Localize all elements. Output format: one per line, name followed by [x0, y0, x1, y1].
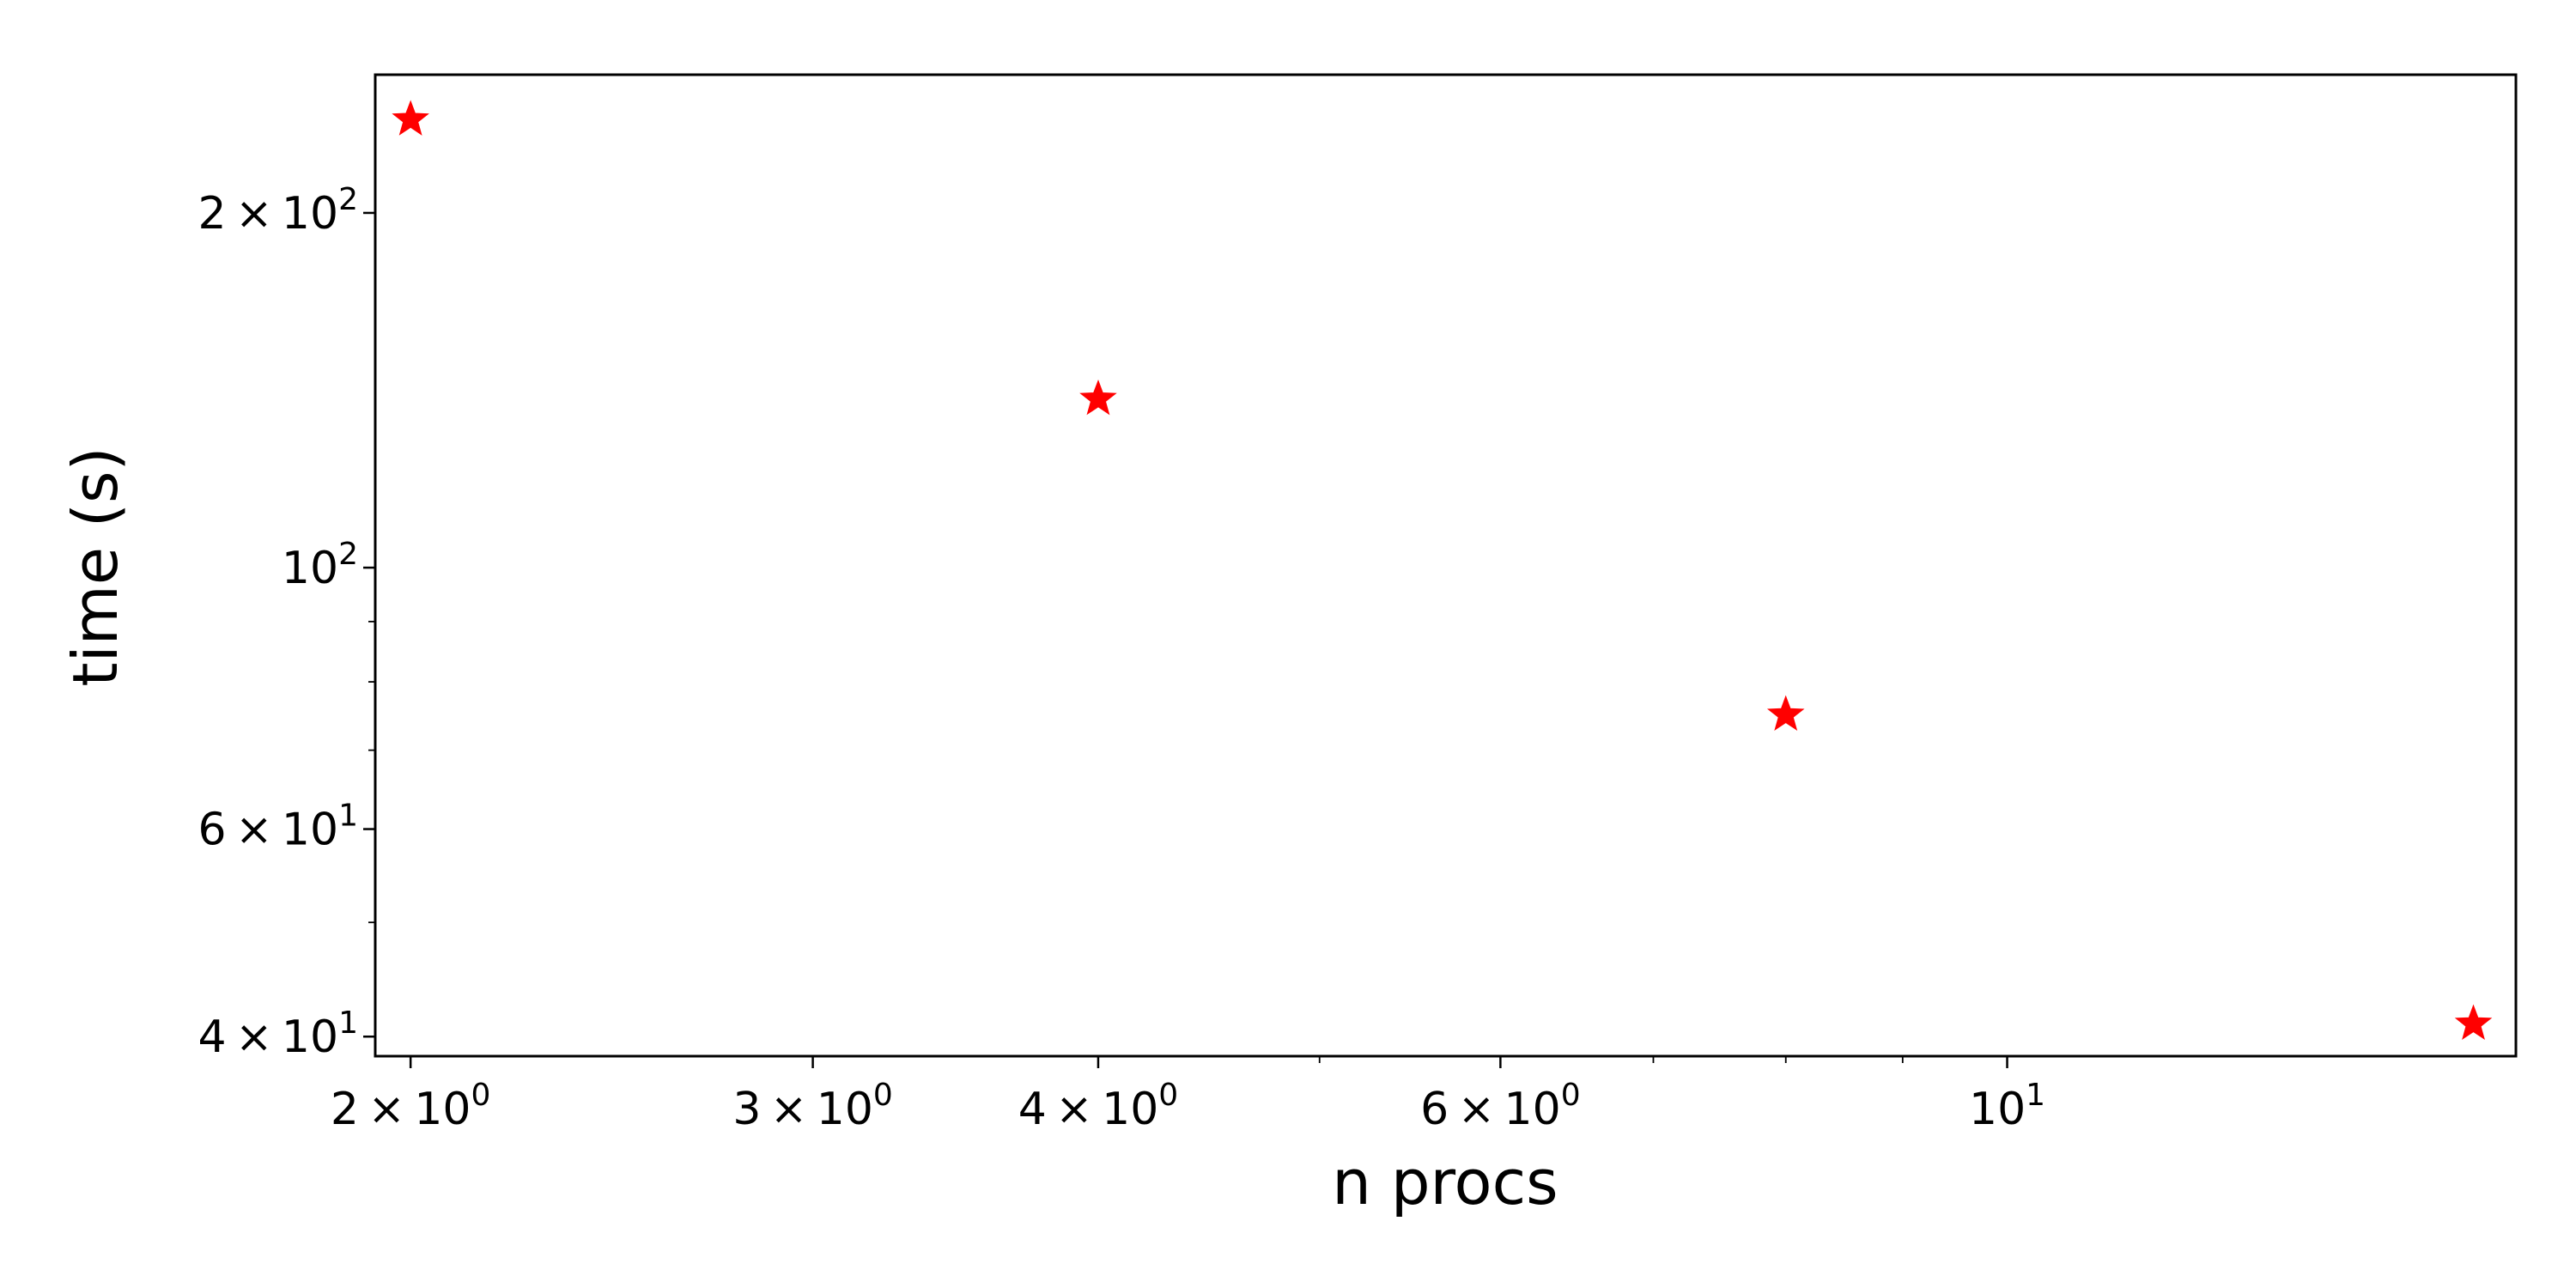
y-axis-label: time (s) [59, 447, 131, 686]
x-axis-label: n procs [1332, 1146, 1558, 1218]
y-tick-label: 6 × 101 [198, 799, 359, 856]
x-tick-label: 3 × 100 [732, 1078, 892, 1135]
y-tick-label: 4 × 101 [198, 1005, 359, 1063]
x-tick-label: 4 × 100 [1018, 1078, 1179, 1135]
data-point-star [2454, 1004, 2493, 1041]
x-tick-label: 2 × 100 [331, 1078, 490, 1135]
x-tick-label: 101 [1969, 1078, 2045, 1135]
x-axis-ticks: 2 × 100 3 × 100 4 × 100 6 × 100 101 [331, 1056, 2045, 1135]
data-point-star [1079, 379, 1117, 416]
plot-frame [374, 73, 2518, 1058]
y-tick-label: 102 [282, 537, 358, 594]
data-point-star [1766, 695, 1805, 732]
y-tick-label: 2 × 102 [198, 182, 359, 240]
x-tick-label: 6 × 100 [1420, 1078, 1581, 1135]
y-axis-ticks: 2 × 102 102 6 × 101 4 × 101 [198, 182, 375, 1063]
data-points [392, 100, 2493, 1041]
data-point-star [392, 100, 429, 136]
